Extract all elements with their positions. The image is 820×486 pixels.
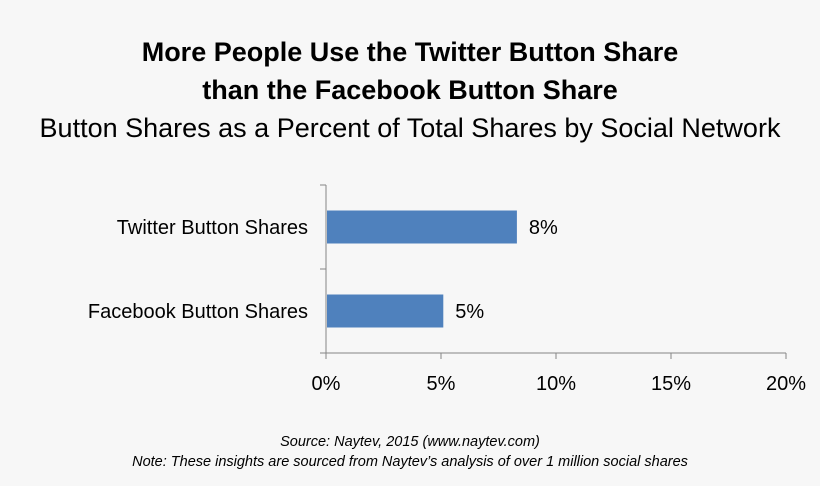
chart-title-line-1: More People Use the Twitter Button Share <box>141 37 679 67</box>
chart-subtitle: Button Shares as a Percent of Total Shar… <box>39 113 781 143</box>
chart-title-line-2: than the Facebook Button Share <box>202 75 618 105</box>
x-tick-label: 10% <box>536 373 576 395</box>
data-label: 8% <box>529 217 558 239</box>
bar-chart: 0% 5% 10% 15% 20% Twitter Button Shares 8% Face… <box>88 184 806 395</box>
chart-notes: Source: Naytev, 2015 (www.naytev.com) No… <box>0 432 820 472</box>
x-tick-label: 5% <box>427 373 456 395</box>
category-label: Facebook Button Shares <box>88 301 308 323</box>
x-tick-label: 15% <box>651 373 691 395</box>
x-tick-label: 0% <box>312 373 341 395</box>
bar <box>327 294 444 328</box>
x-tick-label: 20% <box>766 373 806 395</box>
data-label: 5% <box>455 301 484 323</box>
chart-title-block: More People Use the Twitter Button Share… <box>0 33 820 147</box>
category-label: Twitter Button Shares <box>117 217 308 239</box>
source-note: Source: Naytev, 2015 (www.naytev.com) <box>280 434 540 450</box>
footnote: Note: These insights are sourced from Na… <box>132 454 688 470</box>
bar <box>327 210 517 244</box>
